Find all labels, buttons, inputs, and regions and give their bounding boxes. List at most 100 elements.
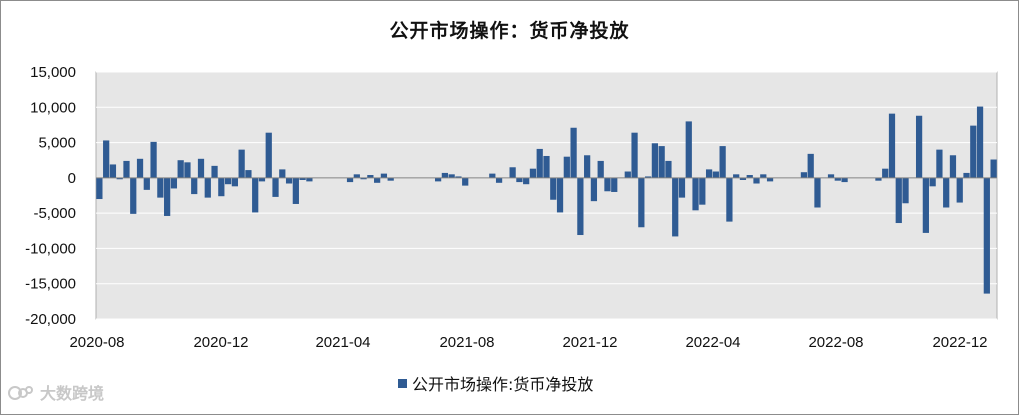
bar (204, 177, 211, 198)
x-tick-label: 2022-12 (932, 334, 987, 351)
bar (692, 177, 699, 211)
bar (211, 165, 218, 178)
bar (990, 159, 997, 178)
bar (109, 164, 117, 178)
bar (712, 171, 719, 178)
legend-swatch (398, 378, 407, 388)
bar (746, 175, 753, 178)
bar (265, 132, 272, 178)
bar (638, 177, 645, 228)
bar (705, 169, 713, 178)
bar (678, 177, 686, 198)
bar (285, 177, 293, 184)
bar (245, 170, 252, 178)
y-tick-label: 0 (68, 170, 76, 187)
bar-series (96, 106, 997, 294)
x-axis-tick-labels: 2020-08 2020-12 2021-04 2021-08 2021-12 2022-… (69, 334, 987, 351)
bar (645, 176, 652, 178)
bar (976, 106, 984, 178)
bar (766, 177, 774, 182)
bar (807, 153, 814, 178)
y-tick-label: -10,000 (25, 240, 76, 257)
bar (495, 177, 503, 183)
bar (441, 172, 448, 178)
bar (739, 177, 747, 180)
bar (136, 158, 144, 178)
bar (523, 177, 530, 185)
bar (936, 149, 943, 178)
bar (272, 177, 279, 197)
bar (536, 148, 543, 178)
bar (584, 155, 591, 178)
x-tick-label: 2022-08 (808, 334, 863, 351)
bar (902, 177, 909, 204)
bar (827, 174, 835, 178)
bar (970, 125, 977, 178)
watermark: 大数跨境 (8, 380, 104, 404)
bar (380, 173, 388, 178)
bar (434, 177, 442, 182)
x-tick-label: 2020-08 (69, 334, 124, 351)
bar (177, 160, 184, 178)
bar (915, 115, 923, 178)
bar (218, 177, 225, 197)
x-tick-label: 2021-04 (315, 334, 370, 351)
bar (353, 174, 360, 178)
bar (888, 113, 896, 178)
bar (252, 177, 259, 213)
bar (231, 177, 238, 187)
x-tick-label: 2022-04 (685, 334, 740, 351)
bar (103, 140, 110, 178)
bar (550, 177, 557, 200)
bar (760, 174, 767, 178)
bar (123, 160, 130, 178)
bar (150, 141, 157, 178)
y-tick-label: 15,000 (30, 64, 76, 81)
bar (462, 177, 469, 186)
bar (719, 146, 726, 178)
watermark-logo-icon (8, 386, 33, 400)
bar (983, 177, 990, 294)
bar (882, 168, 889, 178)
bar (529, 168, 537, 178)
bar (604, 177, 611, 192)
bar (895, 177, 902, 224)
x-tick-label: 2021-08 (439, 334, 494, 351)
bar (800, 172, 808, 178)
bar (455, 176, 462, 178)
bar (631, 132, 638, 178)
chart-title: 公开市场操作：货币净投放 (389, 20, 630, 42)
bar (170, 177, 178, 189)
y-tick-label: -15,000 (25, 276, 76, 293)
bar (489, 173, 496, 178)
bar (292, 177, 299, 204)
bar (922, 177, 929, 233)
bar (963, 172, 970, 178)
bar (577, 177, 584, 236)
bar (157, 177, 164, 198)
y-tick-label: -20,000 (25, 311, 76, 328)
bar (841, 177, 848, 183)
bar (164, 177, 171, 216)
bar (726, 177, 733, 222)
bar (570, 127, 577, 178)
bar (590, 177, 598, 202)
bar (299, 177, 306, 180)
bar (279, 169, 286, 178)
bar (733, 174, 740, 178)
bar (360, 177, 367, 180)
bar (556, 177, 564, 213)
y-tick-label: 10,000 (30, 99, 76, 116)
bar (306, 177, 313, 182)
bar (699, 177, 706, 205)
x-tick-label: 2021-12 (562, 334, 617, 351)
legend-label: 公开市场操作:货币净投放 (412, 375, 594, 394)
plot-area (95, 71, 998, 320)
bar (611, 177, 618, 192)
bar (624, 171, 631, 178)
bar (753, 177, 760, 184)
legend: 公开市场操作:货币净投放 (398, 371, 593, 395)
y-axis-tick-labels: 15,000 10,000 5,000 0 -5,000 -10,000 -15,000 -2… (25, 64, 76, 328)
bar (448, 174, 455, 178)
